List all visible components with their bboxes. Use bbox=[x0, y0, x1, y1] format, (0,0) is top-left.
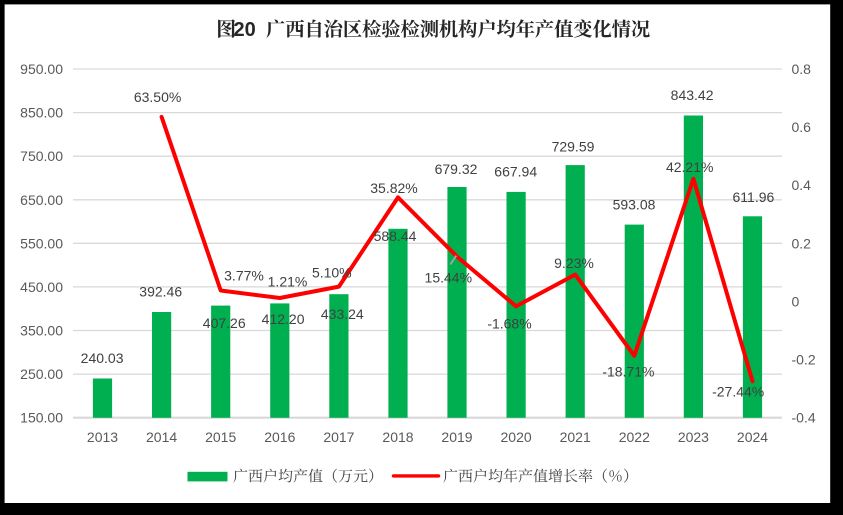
svg-text:-1.68%: -1.68% bbox=[487, 316, 531, 332]
svg-text:550.00: 550.00 bbox=[20, 235, 63, 251]
svg-text:-0.4: -0.4 bbox=[792, 410, 816, 426]
svg-text:950.00: 950.00 bbox=[20, 61, 63, 77]
svg-text:350.00: 350.00 bbox=[20, 323, 63, 339]
svg-text:407.26: 407.26 bbox=[203, 315, 246, 331]
svg-text:450.00: 450.00 bbox=[20, 279, 63, 295]
svg-text:150.00: 150.00 bbox=[20, 410, 63, 426]
svg-text:63.50%: 63.50% bbox=[134, 89, 181, 105]
svg-text:0: 0 bbox=[792, 294, 800, 310]
svg-text:2022: 2022 bbox=[619, 429, 650, 445]
svg-text:650.00: 650.00 bbox=[20, 192, 63, 208]
svg-text:729.59: 729.59 bbox=[552, 138, 595, 154]
svg-text:433.24: 433.24 bbox=[321, 306, 364, 322]
svg-text:2017: 2017 bbox=[323, 429, 354, 445]
svg-text:-18.71%: -18.71% bbox=[602, 364, 654, 380]
svg-text:593.08: 593.08 bbox=[613, 196, 656, 212]
svg-text:-0.2: -0.2 bbox=[792, 352, 816, 368]
svg-text:1.21%: 1.21% bbox=[268, 274, 308, 290]
svg-text:611.96: 611.96 bbox=[733, 189, 775, 205]
svg-text:5.10%: 5.10% bbox=[312, 264, 352, 280]
svg-text:750.00: 750.00 bbox=[20, 148, 63, 164]
svg-text:2019: 2019 bbox=[441, 429, 472, 445]
svg-text:843.42: 843.42 bbox=[671, 87, 714, 103]
svg-text:9.23%: 9.23% bbox=[554, 255, 594, 271]
svg-text:3.77%: 3.77% bbox=[224, 268, 264, 284]
svg-text:2013: 2013 bbox=[87, 429, 118, 445]
svg-text:42.21%: 42.21% bbox=[666, 159, 713, 175]
svg-text:2023: 2023 bbox=[678, 429, 709, 445]
svg-text:2015: 2015 bbox=[205, 429, 236, 445]
svg-text:35.82%: 35.82% bbox=[370, 180, 417, 196]
svg-text:0.2: 0.2 bbox=[792, 235, 812, 251]
svg-text:-27.44%: -27.44% bbox=[712, 383, 764, 399]
svg-text:2016: 2016 bbox=[264, 429, 295, 445]
svg-text:20: 20 bbox=[234, 19, 256, 41]
svg-text:392.46: 392.46 bbox=[139, 283, 182, 299]
svg-text:588.44: 588.44 bbox=[374, 228, 417, 244]
svg-text:0.8: 0.8 bbox=[792, 61, 812, 77]
svg-text:2018: 2018 bbox=[382, 429, 413, 445]
svg-text:2014: 2014 bbox=[146, 429, 177, 445]
svg-text:15.44%: 15.44% bbox=[425, 270, 472, 286]
svg-text:250.00: 250.00 bbox=[20, 366, 63, 382]
svg-text:240.03: 240.03 bbox=[81, 350, 124, 366]
svg-text:2024: 2024 bbox=[737, 429, 768, 445]
svg-text:0.4: 0.4 bbox=[792, 177, 812, 193]
svg-text:679.32: 679.32 bbox=[435, 161, 478, 177]
svg-text:412.20: 412.20 bbox=[262, 311, 305, 327]
svg-text:2021: 2021 bbox=[560, 429, 591, 445]
svg-text:850.00: 850.00 bbox=[20, 105, 63, 121]
svg-text:2020: 2020 bbox=[501, 429, 532, 445]
svg-text:667.94: 667.94 bbox=[494, 164, 537, 180]
svg-text:0.6: 0.6 bbox=[792, 119, 812, 135]
